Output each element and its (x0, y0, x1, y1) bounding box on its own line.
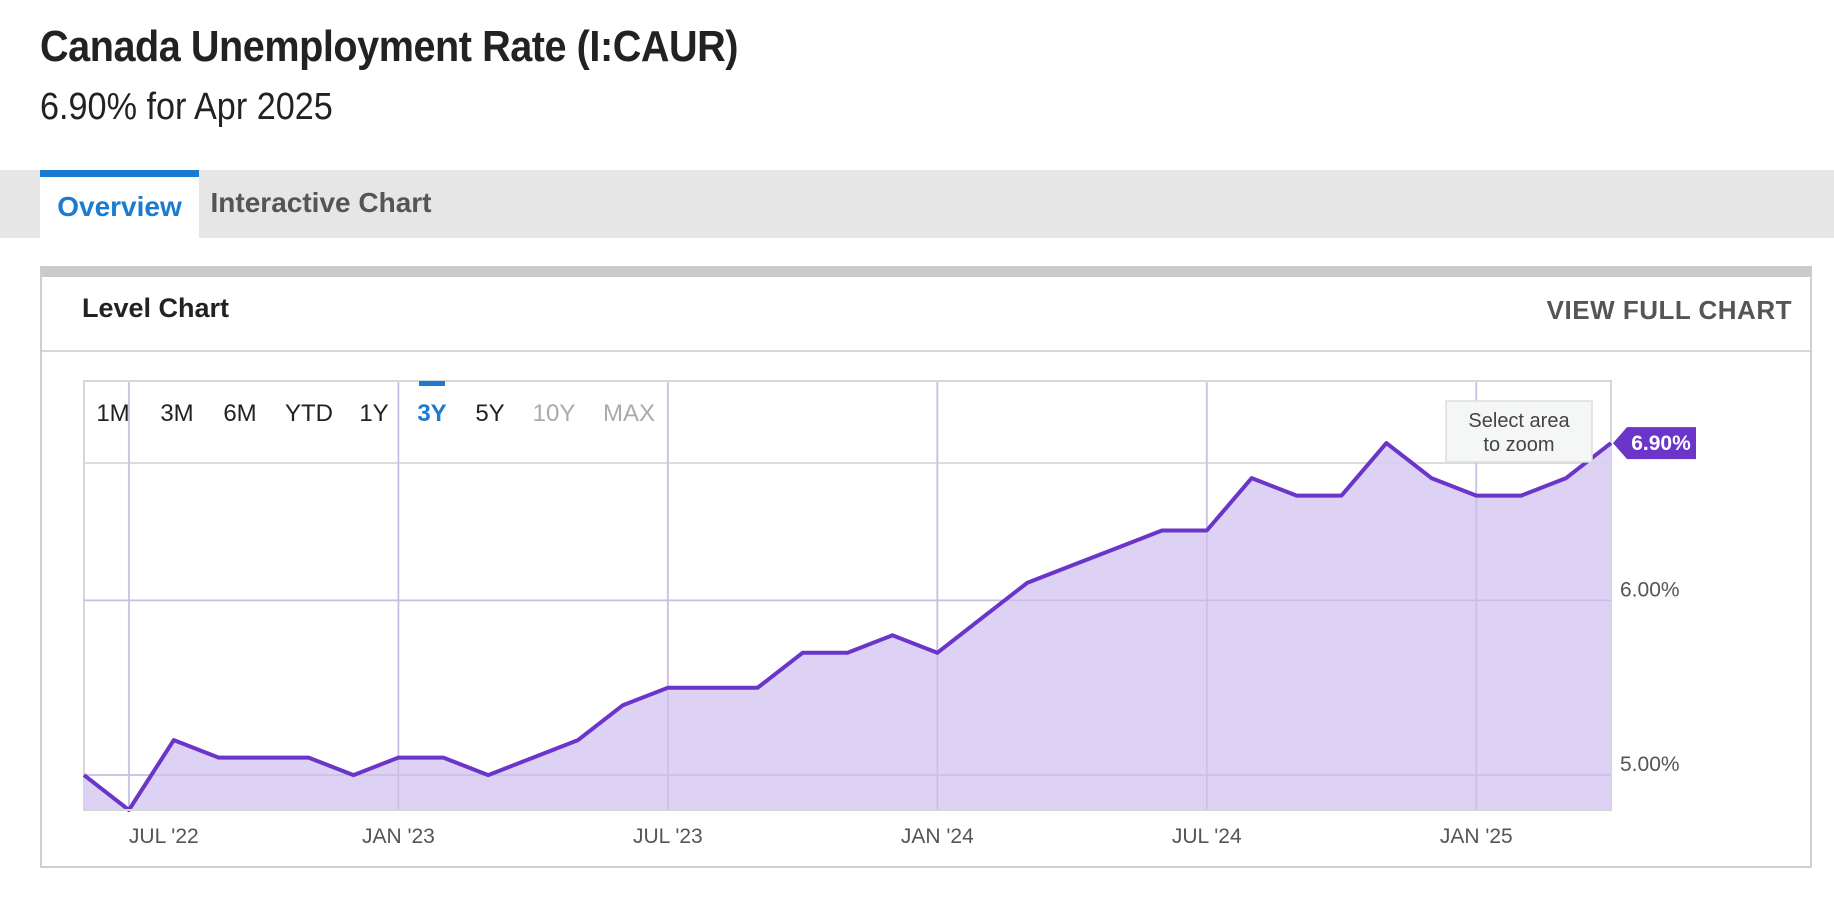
last-value-label: 6.90% (1631, 432, 1691, 455)
range-button-6m[interactable]: 6M (223, 400, 256, 427)
data-point[interactable] (261, 755, 267, 761)
data-point[interactable] (81, 772, 87, 778)
data-point[interactable] (1518, 493, 1524, 499)
data-point[interactable] (710, 685, 716, 691)
x-tick-label: JUL '23 (633, 825, 703, 848)
x-tick-label: JUL '22 (129, 825, 199, 848)
data-point[interactable] (665, 685, 671, 691)
data-point[interactable] (216, 755, 222, 761)
page-title: Canada Unemployment Rate (I:CAUR) (40, 22, 739, 71)
data-point[interactable] (530, 755, 536, 761)
data-point[interactable] (440, 755, 446, 761)
view-full-chart-link[interactable]: VIEW FULL CHART (1546, 295, 1792, 325)
data-point[interactable] (845, 650, 851, 656)
data-point[interactable] (171, 737, 177, 743)
range-button-3m[interactable]: 3M (160, 400, 193, 427)
range-button-5y[interactable]: 5Y (475, 400, 504, 427)
page-subtitle: 6.90% for Apr 2025 (40, 86, 333, 128)
x-tick-label: JUL '24 (1172, 825, 1242, 848)
series-line (82, 441, 1613, 812)
x-tick-label: JAN '23 (362, 825, 435, 848)
data-point[interactable] (1294, 493, 1300, 499)
data-point[interactable] (1024, 580, 1030, 586)
tab-interactive-chart[interactable]: Interactive Chart (210, 187, 432, 218)
data-point[interactable] (1428, 475, 1434, 481)
range-button-1m[interactable]: 1M (96, 400, 129, 427)
y-tick-label: 6.00% (1620, 578, 1680, 601)
data-point[interactable] (350, 772, 356, 778)
x-tick-label: JAN '25 (1440, 825, 1513, 848)
data-point[interactable] (485, 772, 491, 778)
data-point[interactable] (1204, 527, 1210, 533)
card-title: Level Chart (82, 293, 230, 323)
range-button-10y: 10Y (533, 400, 576, 427)
data-point[interactable] (889, 632, 895, 638)
data-point[interactable] (755, 685, 761, 691)
last-value-badge (1613, 427, 1696, 460)
data-point[interactable] (934, 650, 940, 656)
range-button-max: MAX (603, 400, 655, 427)
data-point[interactable] (1563, 475, 1569, 481)
data-point[interactable] (620, 702, 626, 708)
zoom-hint-text: Select area (1468, 410, 1570, 432)
data-point[interactable] (979, 615, 985, 621)
tab-bar: Overview Interactive Chart (0, 170, 1834, 238)
data-point[interactable] (1249, 475, 1255, 481)
x-tick-label: JAN '24 (901, 825, 974, 848)
range-button-1y[interactable]: 1Y (359, 400, 388, 427)
range-button-3y[interactable]: 3Y (417, 400, 446, 427)
range-selected-indicator (419, 381, 445, 386)
data-point[interactable] (1159, 527, 1165, 533)
series-area (84, 443, 1611, 810)
data-point[interactable] (306, 755, 312, 761)
y-tick-label: 5.00% (1620, 753, 1680, 776)
zoom-hint-text: to zoom (1483, 434, 1554, 456)
card-header: Level Chart VIEW FULL CHART (42, 277, 1810, 352)
tab-overview[interactable]: Overview (40, 170, 199, 238)
range-button-ytd[interactable]: YTD (285, 400, 333, 427)
data-point[interactable] (1114, 545, 1120, 551)
data-point[interactable] (1383, 440, 1389, 446)
data-point[interactable] (575, 737, 581, 743)
zoom-hint-box (1445, 400, 1593, 463)
data-point[interactable] (395, 755, 401, 761)
data-point[interactable] (800, 650, 806, 656)
data-point[interactable] (1473, 493, 1479, 499)
data-point[interactable] (1339, 493, 1345, 499)
data-point[interactable] (1069, 562, 1075, 568)
